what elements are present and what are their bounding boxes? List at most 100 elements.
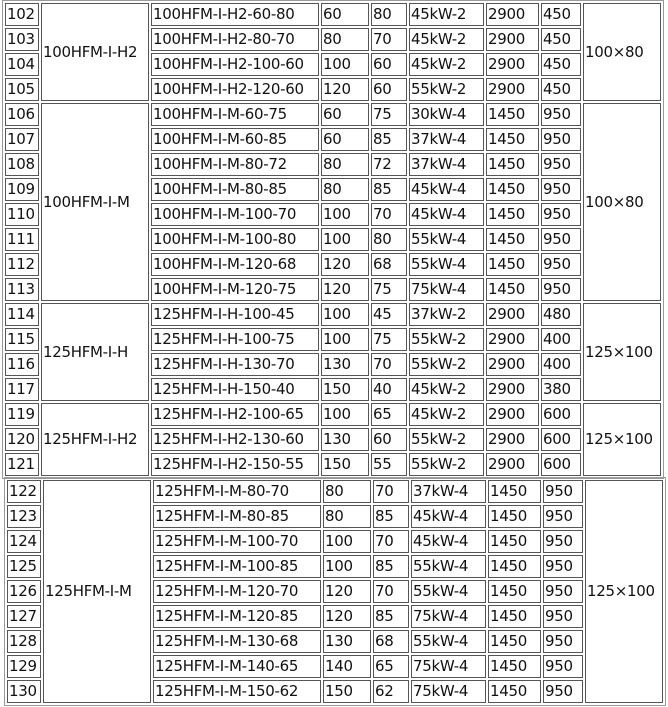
table-row: 109 100HFM-I-M-80-85 80 85 45kW-4 1450 950 — [5, 178, 661, 201]
table-row: 102 100HFM-I-H2 100HFM-I-H2-60-80 60 80 45kW-… — [5, 3, 661, 101]
model: 100HFM-I-M-120-75 — [151, 278, 319, 301]
row-number: 121 — [5, 453, 39, 476]
speed: 1450 — [486, 203, 539, 226]
head: 55 — [371, 453, 407, 476]
weight: 450 — [541, 53, 581, 76]
model: 100HFM-I-M-80-85 — [151, 178, 319, 201]
motor-power: 45kW-4 — [411, 505, 486, 528]
speed: 1450 — [488, 480, 541, 503]
motor-power: 45kW-2 — [409, 378, 484, 401]
row-number: 125 — [7, 555, 41, 578]
outlet-size-cell: 125×100 — [585, 480, 663, 703]
row-number: 123 — [7, 505, 41, 528]
table-row: 110 100HFM-I-M-100-70 100 70 45kW-4 1450 950 — [5, 203, 661, 226]
speed: 2900 — [486, 353, 539, 376]
model: 125HFM-I-M-80-70 — [153, 480, 321, 503]
table-row: 115 125HFM-I-H-100-75 100 75 55kW-2 2900 400 — [5, 328, 661, 351]
outlet-size-cell: 100×80 — [583, 3, 661, 101]
head: 75 — [371, 328, 407, 351]
model: 125HFM-I-M-100-85 — [153, 555, 321, 578]
speed: 1450 — [486, 278, 539, 301]
motor-power: 75kW-4 — [411, 605, 486, 628]
flow: 100 — [321, 303, 369, 326]
table-row: 107 100HFM-I-M-60-85 60 85 37kW-4 1450 950 — [5, 128, 661, 151]
flow: 80 — [323, 480, 371, 503]
row-number: 122 — [7, 480, 41, 503]
weight: 480 — [541, 303, 581, 326]
motor-power: 45kW-2 — [409, 3, 484, 26]
table-row: 129 125HFM-I-M-140-65 140 65 75kW-4 1450 950 — [7, 655, 663, 678]
weight: 950 — [541, 253, 581, 276]
speed: 1450 — [488, 655, 541, 678]
speed: 2900 — [486, 28, 539, 51]
model: 125HFM-I-M-120-70 — [153, 580, 321, 603]
speed: 1450 — [486, 128, 539, 151]
motor-power: 55kW-2 — [409, 328, 484, 351]
weight: 380 — [541, 378, 581, 401]
flow: 80 — [323, 505, 371, 528]
motor-power: 37kW-2 — [409, 303, 484, 326]
weight: 950 — [541, 278, 581, 301]
speed: 1450 — [488, 530, 541, 553]
row-number: 102 — [5, 3, 39, 26]
flow: 120 — [321, 78, 369, 101]
row-number: 109 — [5, 178, 39, 201]
head: 85 — [373, 605, 409, 628]
series-cell: 100HFM-I-H2 — [41, 3, 149, 101]
head: 62 — [373, 680, 409, 703]
outlet-size-cell: 100×80 — [583, 103, 661, 301]
weight: 450 — [541, 28, 581, 51]
motor-power: 55kW-2 — [409, 428, 484, 451]
speed: 2900 — [486, 53, 539, 76]
weight: 950 — [543, 480, 583, 503]
pump-spec-table-2: 122 125HFM-I-M 125HFM-I-M-80-70 80 70 37kW-4 1… — [4, 477, 666, 706]
speed: 1450 — [488, 630, 541, 653]
weight: 950 — [541, 228, 581, 251]
head: 70 — [373, 530, 409, 553]
flow: 130 — [321, 428, 369, 451]
flow: 100 — [321, 328, 369, 351]
weight: 950 — [543, 655, 583, 678]
row-number: 115 — [5, 328, 39, 351]
motor-power: 45kW-4 — [411, 530, 486, 553]
head: 80 — [371, 228, 407, 251]
row-number: 106 — [5, 103, 39, 126]
speed: 2900 — [486, 428, 539, 451]
weight: 450 — [541, 3, 581, 26]
table-row: 126 125HFM-I-M-120-70 120 70 55kW-4 1450 950 — [7, 580, 663, 603]
head: 85 — [371, 128, 407, 151]
weight: 950 — [543, 630, 583, 653]
model: 125HFM-I-M-130-68 — [153, 630, 321, 653]
weight: 600 — [541, 403, 581, 426]
row-number: 128 — [7, 630, 41, 653]
row-number: 117 — [5, 378, 39, 401]
flow: 100 — [321, 203, 369, 226]
weight: 950 — [541, 178, 581, 201]
row-number: 111 — [5, 228, 39, 251]
table-row: 130 125HFM-I-M-150-62 150 62 75kW-4 1450 950 — [7, 680, 663, 703]
row-number: 129 — [7, 655, 41, 678]
table-row: 123 125HFM-I-M-80-85 80 85 45kW-4 1450 950 — [7, 505, 663, 528]
pump-spec-table-1: 102 100HFM-I-H2 100HFM-I-H2-60-80 60 80 45kW-… — [2, 0, 664, 479]
model: 125HFM-I-M-120-85 — [153, 605, 321, 628]
speed: 1450 — [486, 153, 539, 176]
speed: 2900 — [486, 403, 539, 426]
table-row: 104 100HFM-I-H2-100-60 100 60 45kW-2 2900 450 — [5, 53, 661, 76]
model: 125HFM-I-H-100-75 — [151, 328, 319, 351]
head: 70 — [373, 480, 409, 503]
table-row: 119 125HFM-I-H2 125HFM-I-H2-100-65 100 65 45k… — [5, 403, 661, 476]
flow: 120 — [321, 278, 369, 301]
model: 100HFM-I-M-120-68 — [151, 253, 319, 276]
row-number: 114 — [5, 303, 39, 326]
motor-power: 75kW-4 — [409, 278, 484, 301]
model: 125HFM-I-H2-150-55 — [151, 453, 319, 476]
head: 70 — [373, 580, 409, 603]
weight: 400 — [541, 328, 581, 351]
flow: 60 — [321, 3, 369, 26]
flow: 60 — [321, 128, 369, 151]
flow: 120 — [323, 605, 371, 628]
weight: 950 — [543, 505, 583, 528]
speed: 1450 — [488, 505, 541, 528]
head: 70 — [371, 203, 407, 226]
head: 60 — [371, 428, 407, 451]
